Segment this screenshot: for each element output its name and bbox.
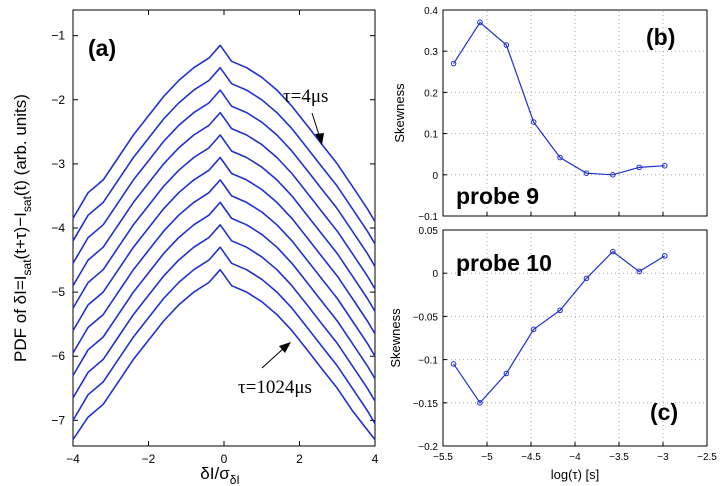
panel-b-probe-label: probe 9 <box>456 183 539 209</box>
panel-c-ytick-label: −0.1 <box>418 356 438 367</box>
panel-c-ytick-label: 0 <box>432 269 438 280</box>
panel-b-ytick-label: 0 <box>432 171 438 182</box>
panel-c-xlabel: log(τ) [s] <box>551 467 599 482</box>
panel-a-xtick-label: −4 <box>66 452 80 466</box>
panel-c-ticks: −5.5 −5 −4.5 −4 −3.5 −3 −2.5 −0.2 −0.15 −0.1 −0.05… <box>413 226 718 463</box>
panel-b-skewness-point <box>661 162 668 169</box>
panel-a-ytick-label: −1 <box>51 29 65 43</box>
panel-a-xlabel-sub: δI <box>230 473 240 486</box>
panel-a-lines <box>72 44 376 441</box>
panel-c-xtick-label: −4.5 <box>521 452 541 463</box>
panel-a-xtick-label: −2 <box>142 452 156 466</box>
panel-c-ytick-label: −0.05 <box>413 312 439 323</box>
panel-a-ylabel-sub-2: sat <box>20 195 34 212</box>
panel-b-skewness-point <box>477 19 483 26</box>
panel-b-ytick-label: 0.2 <box>424 88 438 99</box>
panel-c-skewness-line <box>453 250 666 404</box>
panel-b-ytick-label: 0.1 <box>424 130 438 141</box>
tau-1024us-arrow <box>261 342 291 369</box>
panel-b-skewness-point <box>450 60 457 67</box>
panel-c-skewness-point <box>530 326 537 333</box>
panel-c-xtick-label: −5.5 <box>433 452 453 463</box>
tau-4us-label: τ=4μs <box>283 86 328 107</box>
panel-a-ylabel: PDF of δI=Isat(t+τ)−Isat(t) (arb. units) <box>11 94 34 362</box>
panel-a-xtick-label: 2 <box>296 452 303 466</box>
panel-b-skewness-point <box>610 172 616 178</box>
panel-c-xtick-label: −4 <box>569 452 581 463</box>
panel-a-ylabel-part-1: PDF of δI=I <box>11 275 30 361</box>
panel-b-skewness-line <box>453 21 665 176</box>
pdf-curve-5 <box>72 134 376 312</box>
panel-a-letter: (a) <box>88 35 116 61</box>
panel-b-skewness-point <box>557 154 563 161</box>
panel-b-letter: (b) <box>646 24 675 50</box>
panel-b-ytick-label: 0.3 <box>424 47 438 58</box>
panel-c-skewness-point <box>557 307 563 314</box>
panel-a-ticks: −4 −2 0 2 4 −7 −6 −5 −4 −3 −2 −1 <box>51 10 379 466</box>
panel-c-ylabel: Skewness <box>388 308 403 368</box>
panel-c-skewness-point <box>636 268 643 275</box>
panel-c-grid <box>443 230 707 446</box>
tau-1024us-label: τ=1024μs <box>238 377 312 398</box>
panel-a-ylabel-part-3: (t) (arb. units) <box>11 94 30 196</box>
pdf-curve-6 <box>72 156 376 335</box>
panel-a-ytick-label: −3 <box>51 157 65 171</box>
panel-c-skewness-point <box>610 248 616 255</box>
panel-a-xtick-label: 0 <box>221 452 228 466</box>
panel-a-xlabel: δI/σδI <box>200 464 239 486</box>
panel-c-ytick-label: −0.2 <box>418 442 438 453</box>
panel-a-ylabel-part-2: (t+τ)−I <box>11 212 30 259</box>
panel-a-ytick-label: −5 <box>51 285 65 299</box>
pdf-curve-4 <box>72 111 376 290</box>
panel-c-xtick-label: −2.5 <box>697 452 717 463</box>
panel-c-skewness-point <box>583 275 590 282</box>
panel-c-probe-label: probe 10 <box>456 250 552 276</box>
panel-b-ticks: −0.1 0 0.1 0.2 0.3 0.4 <box>418 6 708 223</box>
panel-b-ylabel: Skewness <box>392 83 407 143</box>
panel-c-skewness-point <box>503 370 510 377</box>
pdf-curve-1 <box>72 44 376 223</box>
panel-a: −4 −2 0 2 4 −7 −6 −5 −4 −3 −2 −1 (a) τ=4μs τ=1024μs… <box>11 9 379 486</box>
pdf-curve-10 <box>72 246 376 425</box>
pdf-curve-9 <box>72 224 376 402</box>
panel-c-ytick-label: 0.05 <box>419 226 439 237</box>
panel-b-series <box>450 19 668 178</box>
panel-c-series <box>450 248 668 406</box>
panel-c-xtick-label: −3 <box>657 452 669 463</box>
panel-c: −5.5 −5 −4.5 −4 −3.5 −3 −2.5 −0.2 −0.15 −0.1 −0.05… <box>388 226 717 482</box>
panel-c-skewness-point <box>450 361 457 367</box>
panel-b-ytick-label: −0.1 <box>418 212 438 223</box>
panel-b-skewness-point <box>583 170 590 176</box>
pdf-curve-3 <box>72 89 376 267</box>
pdf-curve-8 <box>72 201 376 380</box>
panel-c-ytick-label: −0.15 <box>413 399 439 410</box>
pdf-curve-2 <box>72 66 376 245</box>
tau-4us-arrow <box>311 112 324 145</box>
panel-b-skewness-point <box>636 164 643 171</box>
panel-a-ytick-label: −6 <box>51 349 65 363</box>
panel-c-skewness-point <box>477 400 483 406</box>
panel-a-ylabel-sub-1: sat <box>20 259 34 276</box>
panel-a-ytick-label: −7 <box>51 413 65 427</box>
panel-b-skewness-point <box>530 119 537 125</box>
pdf-curve-7 <box>72 179 376 357</box>
panel-b-grid <box>443 10 707 216</box>
panel-a-xtick-label: 4 <box>372 452 379 466</box>
panel-c-skewness-point <box>661 253 668 259</box>
panel-a-xlabel-main: δI/σ <box>200 464 230 483</box>
panel-c-xtick-label: −5 <box>481 452 493 463</box>
panel-b: −0.1 0 0.1 0.2 0.3 0.4 Skewness (b) probe 9 <box>392 6 708 223</box>
panel-a-ytick-label: −4 <box>51 221 65 235</box>
panel-c-letter: (c) <box>650 399 678 425</box>
panel-c-xtick-label: −3.5 <box>609 452 629 463</box>
pdf-curve-11 <box>72 268 376 441</box>
panel-a-ytick-label: −2 <box>51 93 65 107</box>
panel-b-ytick-label: 0.4 <box>424 6 438 17</box>
panel-b-skewness-point <box>503 42 510 48</box>
